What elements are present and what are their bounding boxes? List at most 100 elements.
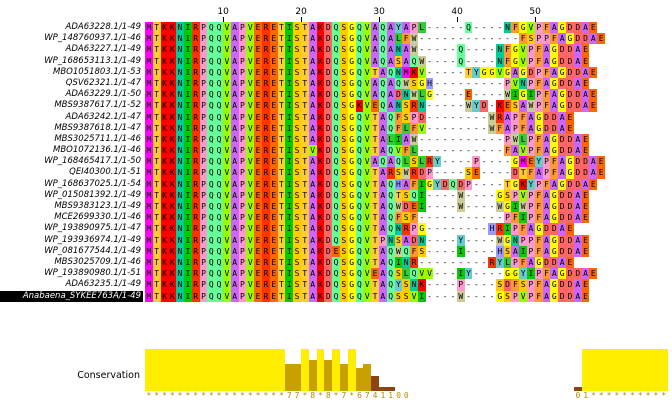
residue-cell[interactable]: - <box>495 77 504 90</box>
residue-cell[interactable]: H <box>425 77 434 90</box>
residue-cell[interactable]: S <box>293 77 301 90</box>
residue-cell[interactable]: F <box>534 145 543 157</box>
residue-cell[interactable]: R <box>191 66 200 78</box>
residue-cell[interactable]: A <box>308 44 317 56</box>
residue-cell[interactable]: K <box>160 167 169 179</box>
residue-cell[interactable]: Q <box>386 201 395 213</box>
residue-cell[interactable]: - <box>464 44 473 56</box>
residue-cell[interactable]: A <box>573 133 582 146</box>
residue-cell[interactable]: V <box>222 212 231 224</box>
residue-cell[interactable]: T <box>152 145 161 157</box>
residue-cell[interactable]: G <box>550 133 559 146</box>
residue-cell[interactable]: M <box>145 223 153 235</box>
residue-cell[interactable]: K <box>168 122 177 134</box>
residue-cell[interactable]: A <box>534 167 543 179</box>
residue-cell[interactable]: A <box>308 55 317 67</box>
residue-cell[interactable]: T <box>152 234 161 246</box>
residue-cell[interactable]: N <box>176 89 184 101</box>
residue-cell[interactable]: I <box>183 111 192 123</box>
residue-cell[interactable]: A <box>527 122 535 134</box>
residue-cell[interactable]: W <box>503 89 512 101</box>
residue-cell[interactable]: T <box>300 234 309 246</box>
residue-cell[interactable]: I <box>285 111 294 123</box>
residue-cell[interactable]: G <box>503 268 512 280</box>
residue-cell[interactable]: A <box>402 234 411 246</box>
sequence-name[interactable]: WP_168465417.1/1-50 <box>44 156 141 167</box>
residue-cell[interactable]: D <box>324 77 333 90</box>
residue-cell[interactable]: T <box>152 268 161 280</box>
residue-cell[interactable]: N <box>176 156 184 168</box>
residue-cell[interactable]: A <box>230 256 239 269</box>
residue-cell[interactable]: M <box>145 77 153 90</box>
residue-cell[interactable]: S <box>394 290 403 302</box>
residue-cell[interactable]: - <box>488 290 496 302</box>
residue-cell[interactable]: V <box>246 167 255 179</box>
residue-cell[interactable]: T <box>300 133 309 146</box>
residue-cell[interactable]: P <box>199 100 208 112</box>
residue-cell[interactable]: L <box>503 256 512 269</box>
residue-cell[interactable]: A <box>542 201 551 213</box>
residue-cell[interactable]: S <box>293 189 301 201</box>
residue-cell[interactable]: - <box>441 22 450 34</box>
residue-cell[interactable]: D <box>566 268 574 280</box>
residue-cell[interactable]: - <box>441 111 450 123</box>
residue-cell[interactable]: Q <box>207 234 216 246</box>
residue-cell[interactable]: - <box>441 268 450 280</box>
residue-cell[interactable]: - <box>456 156 465 168</box>
residue-cell[interactable]: N <box>519 77 528 90</box>
residue-cell[interactable]: P <box>199 178 208 190</box>
residue-cell[interactable]: - <box>464 145 473 157</box>
residue-cell[interactable]: M <box>145 201 153 213</box>
residue-cell[interactable]: V <box>363 234 372 246</box>
residue-cell[interactable]: I <box>183 66 192 78</box>
residue-cell[interactable]: S <box>293 44 301 56</box>
residue-cell[interactable]: V <box>222 100 231 112</box>
residue-cell[interactable]: D <box>573 156 582 168</box>
residue-cell[interactable]: E <box>269 111 278 123</box>
residue-cell[interactable]: R <box>261 189 270 201</box>
residue-cell[interactable]: Q <box>386 245 395 257</box>
residue-cell[interactable]: Q <box>355 279 364 291</box>
residue-cell[interactable]: A <box>550 89 559 101</box>
residue-cell[interactable]: Q <box>207 44 216 56</box>
residue-cell[interactable]: K <box>168 66 177 78</box>
residue-cell[interactable]: R <box>261 22 270 34</box>
residue-cell[interactable]: S <box>293 133 301 146</box>
residue-cell[interactable]: A <box>581 100 590 112</box>
residue-cell[interactable]: Q <box>207 100 216 112</box>
residue-cell[interactable]: - <box>449 122 457 134</box>
residue-cell[interactable]: Y <box>527 178 535 190</box>
residue-cell[interactable]: D <box>581 167 590 179</box>
residue-cell[interactable]: P <box>199 111 208 123</box>
residue-cell[interactable]: P <box>410 111 418 123</box>
residue-cell[interactable]: F <box>550 156 559 168</box>
residue-cell[interactable]: E <box>254 234 262 246</box>
residue-cell[interactable]: A <box>308 223 317 235</box>
residue-cell[interactable]: Q <box>215 167 223 179</box>
residue-cell[interactable]: A <box>542 133 551 146</box>
residue-cell[interactable]: R <box>191 268 200 280</box>
residue-cell[interactable]: - <box>480 89 489 101</box>
residue-cell[interactable]: E <box>269 33 278 45</box>
residue-cell[interactable]: D <box>527 66 535 78</box>
residue-cell[interactable]: I <box>285 133 294 146</box>
residue-cell[interactable]: Q <box>355 245 364 257</box>
residue-cell[interactable]: E <box>254 189 262 201</box>
residue-cell[interactable]: P <box>199 22 208 34</box>
residue-cell[interactable]: P <box>503 77 512 90</box>
residue-cell[interactable]: N <box>495 44 504 56</box>
residue-cell[interactable]: P <box>199 223 208 235</box>
residue-cell[interactable]: D <box>542 122 551 134</box>
residue-cell[interactable]: K <box>316 279 325 291</box>
residue-cell[interactable]: P <box>238 55 247 67</box>
residue-cell[interactable]: Q <box>394 77 403 90</box>
residue-cell[interactable]: T <box>277 22 286 34</box>
residue-cell[interactable]: - <box>480 133 489 146</box>
residue-cell[interactable]: V <box>246 89 255 101</box>
residue-cell[interactable]: G <box>534 223 543 235</box>
residue-cell[interactable]: N <box>176 268 184 280</box>
residue-cell[interactable]: K <box>160 245 169 257</box>
residue-cell[interactable]: - <box>464 201 473 213</box>
residue-cell[interactable]: A <box>542 44 551 56</box>
residue-cell[interactable]: V <box>222 111 231 123</box>
